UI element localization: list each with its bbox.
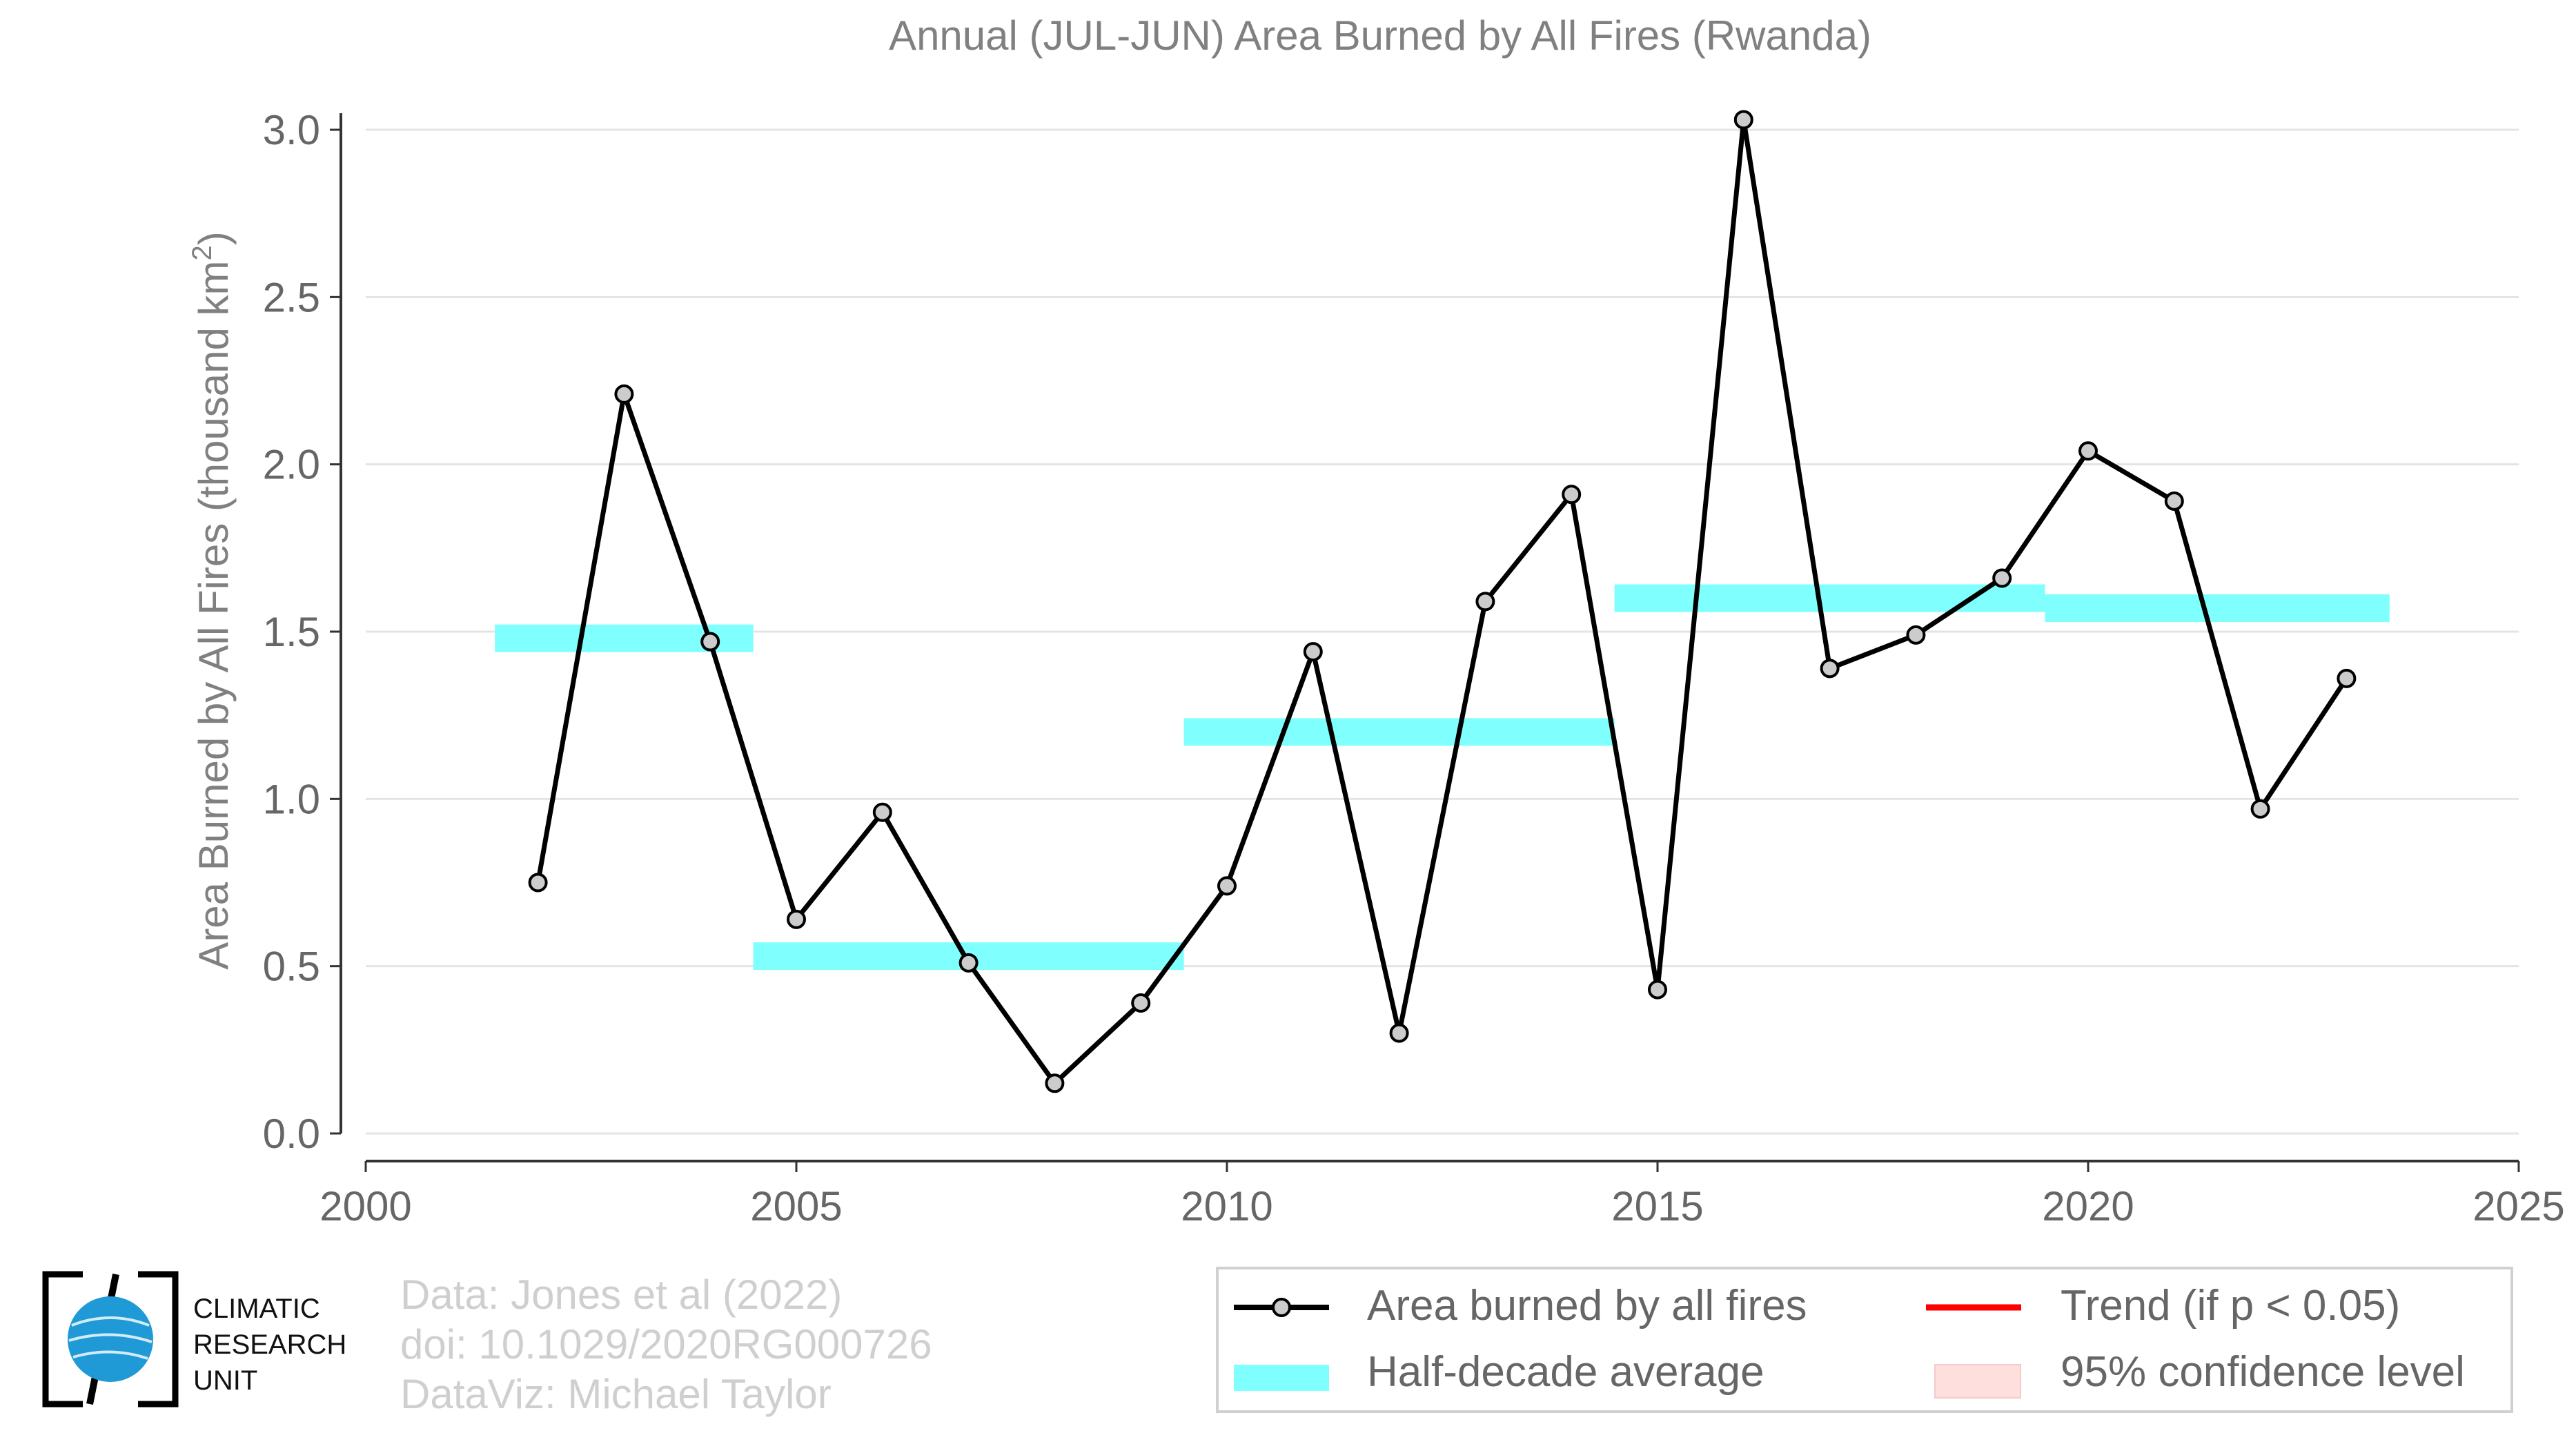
y-tick-label: 2.0	[263, 442, 320, 488]
area-burned-point	[2250, 799, 2270, 819]
legend-label-trend: Trend (if p < 0.05)	[2061, 1282, 2401, 1330]
chart-title: Annual (JUL-JUN) Area Burned by All Fire…	[889, 12, 1871, 59]
legend-swatches	[1234, 1298, 2021, 1399]
y-tick-label: 0.5	[263, 944, 320, 990]
area-burned-point	[1217, 876, 1237, 896]
area-burned-point	[2164, 491, 2184, 511]
half-decade-bands	[495, 584, 2390, 971]
x-tick-label: 2025	[2472, 1183, 2564, 1229]
cru-logo-line3: UNIT	[193, 1365, 258, 1396]
legend-swatch-line	[1234, 1298, 1329, 1317]
area-burned-point	[1045, 1073, 1065, 1093]
credits: Data: Jones et al (2022) doi: 10.1029/20…	[400, 1270, 932, 1419]
legend-swatch-confidence	[1934, 1364, 2021, 1399]
half-decade-average-band	[2045, 594, 2390, 623]
credit-data: Data: Jones et al (2022)	[400, 1272, 843, 1318]
tick-labels: 0.0 0.5 1.0 1.5 2.0 2.5 3.0 2000 2005 2010 2015 202…	[263, 107, 2565, 1229]
cru-logo-icon	[42, 1271, 179, 1408]
area-burned-point	[1648, 980, 1667, 1000]
x-tick-label: 2005	[750, 1183, 842, 1229]
x-tick-label: 2020	[2042, 1183, 2134, 1229]
cru-logo	[41, 1270, 179, 1408]
area-burned-point	[1733, 110, 1753, 130]
area-burned-point	[1992, 568, 2012, 588]
area-burned-point	[1131, 993, 1151, 1013]
y-tick-label: 1.5	[263, 609, 320, 655]
credit-doi: doi: 10.1029/2020RG000726	[400, 1321, 932, 1367]
legend-swatch-half-decade	[1234, 1365, 1329, 1391]
x-tick-label: 2000	[319, 1183, 411, 1229]
y-tick-label: 3.0	[263, 107, 320, 153]
chart-area: Annual (JUL-JUN) Area Burned by All Fire…	[187, 12, 2565, 1229]
y-axis-label: Area Burned by All Fires (thousand km2)	[187, 231, 237, 969]
legend-label-confidence: 95% confidence level	[2061, 1348, 2465, 1396]
legend-label-half-decade: Half-decade average	[1367, 1348, 1764, 1396]
data-series	[528, 110, 2357, 1093]
credit-dataviz: DataViz: Michael Taylor	[400, 1371, 832, 1417]
area-burned-point	[958, 953, 979, 973]
area-burned-point	[872, 802, 892, 822]
area-burned-point	[787, 909, 806, 929]
area-burned-point	[1389, 1023, 1409, 1043]
y-tick-label: 1.0	[263, 776, 320, 822]
y-tick-label: 2.5	[263, 274, 320, 320]
x-tick-label: 2015	[1611, 1183, 1703, 1229]
area-burned-point	[1820, 659, 1840, 679]
area-burned-line	[535, 117, 2349, 1086]
area-burned-point	[700, 632, 720, 652]
legend: Area burned by all fires Trend (if p < 0…	[1216, 1267, 2513, 1413]
y-tick-label: 0.0	[263, 1111, 320, 1157]
cru-logo-line1: CLIMATIC	[193, 1294, 320, 1324]
axes	[330, 113, 2520, 1172]
area-burned-point	[2078, 441, 2098, 461]
area-burned-point	[2337, 668, 2357, 688]
area-burned-point	[1303, 642, 1323, 662]
legend-label-area-burned: Area burned by all fires	[1367, 1282, 1807, 1330]
area-burned-point	[614, 384, 634, 404]
half-decade-average-band	[1183, 718, 1615, 746]
cru-logo-line2: RESEARCH	[193, 1330, 347, 1360]
half-decade-average-band	[1614, 584, 2045, 612]
x-tick-label: 2010	[1181, 1183, 1272, 1229]
area-burned-point	[528, 873, 548, 893]
area-burned-point	[1475, 592, 1495, 612]
cru-logo-text: CLIMATIC RESEARCH UNIT	[193, 1291, 346, 1399]
area-burned-point	[1906, 625, 1926, 645]
area-burned-point	[1562, 485, 1582, 505]
